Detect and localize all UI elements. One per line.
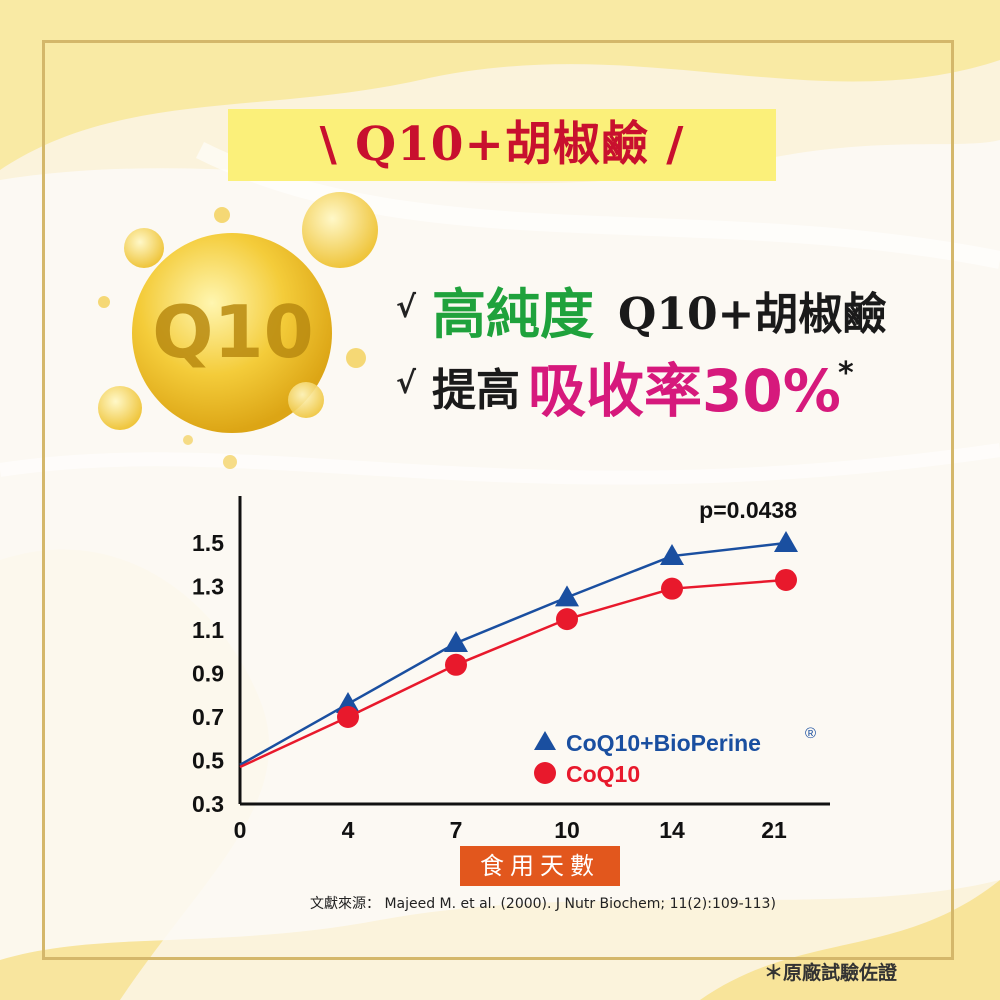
- gold-frame: [42, 40, 954, 960]
- series-line-coq10-bioperine: [239, 541, 787, 766]
- legend-marker-triangle: [534, 731, 556, 750]
- legend-label-coq10-bioperine: CoQ10+BioPerine: [566, 730, 761, 756]
- series-line-coq10: [239, 578, 787, 769]
- y-tick-label: 0.3: [192, 791, 224, 817]
- p-value-annotation: p=0.0438: [699, 497, 797, 523]
- legend-marker-circle: [534, 762, 556, 784]
- title-highlight-bar: [228, 109, 776, 181]
- y-tick-label: 1.5: [192, 530, 224, 556]
- x-tick-label: 10: [554, 817, 580, 843]
- bullet-2-lead: 提高: [432, 365, 520, 416]
- y-tick-label: 1.1: [192, 617, 224, 643]
- bullet-1-text: Q10+胡椒鹼: [618, 289, 887, 340]
- x-axis-label: 食用天數: [480, 852, 600, 880]
- x-tick-label: 4: [342, 817, 355, 843]
- check-icon: √: [396, 366, 417, 401]
- data-point-circle: [775, 568, 797, 591]
- x-tick-label: 0: [234, 817, 247, 843]
- data-point-triangle: [336, 691, 360, 713]
- bullet-1-highlight: 高純度: [432, 283, 594, 346]
- x-tick-label: 21: [761, 817, 787, 843]
- data-point-triangle: [444, 631, 468, 653]
- source-citation: 文獻來源： Majeed M. et al. (2000). J Nutr Bi…: [310, 896, 776, 912]
- x-axis-label-box: [460, 846, 620, 886]
- x-tick-label: 7: [450, 817, 463, 843]
- footnote: ＊原廠試驗佐證: [764, 962, 898, 984]
- data-point-triangle: [660, 544, 684, 566]
- y-tick-label: 0.5: [192, 748, 224, 774]
- y-tick-label: 0.7: [192, 704, 224, 730]
- check-icon: √: [396, 290, 417, 325]
- asterisk-mark: *: [838, 356, 854, 391]
- data-point-circle: [661, 577, 683, 600]
- y-tick-label: 0.9: [192, 661, 224, 687]
- data-point-triangle: [555, 585, 579, 607]
- data-point-circle: [556, 608, 578, 631]
- legend-label-coq10: CoQ10: [566, 761, 640, 787]
- bullet-2-highlight: 吸收率30%: [528, 357, 841, 425]
- data-point-triangle: [774, 531, 798, 552]
- q10-bubble-label: Q10: [152, 290, 314, 374]
- y-tick-label: 1.3: [192, 574, 224, 600]
- data-point-circle: [445, 653, 467, 676]
- legend-registered-mark: ®: [805, 725, 816, 742]
- oil-droplets: [98, 192, 378, 469]
- x-tick-label: 14: [659, 817, 685, 843]
- page-title: \ Q10+胡椒鹼 /: [319, 117, 685, 172]
- data-point-circle: [337, 706, 359, 728]
